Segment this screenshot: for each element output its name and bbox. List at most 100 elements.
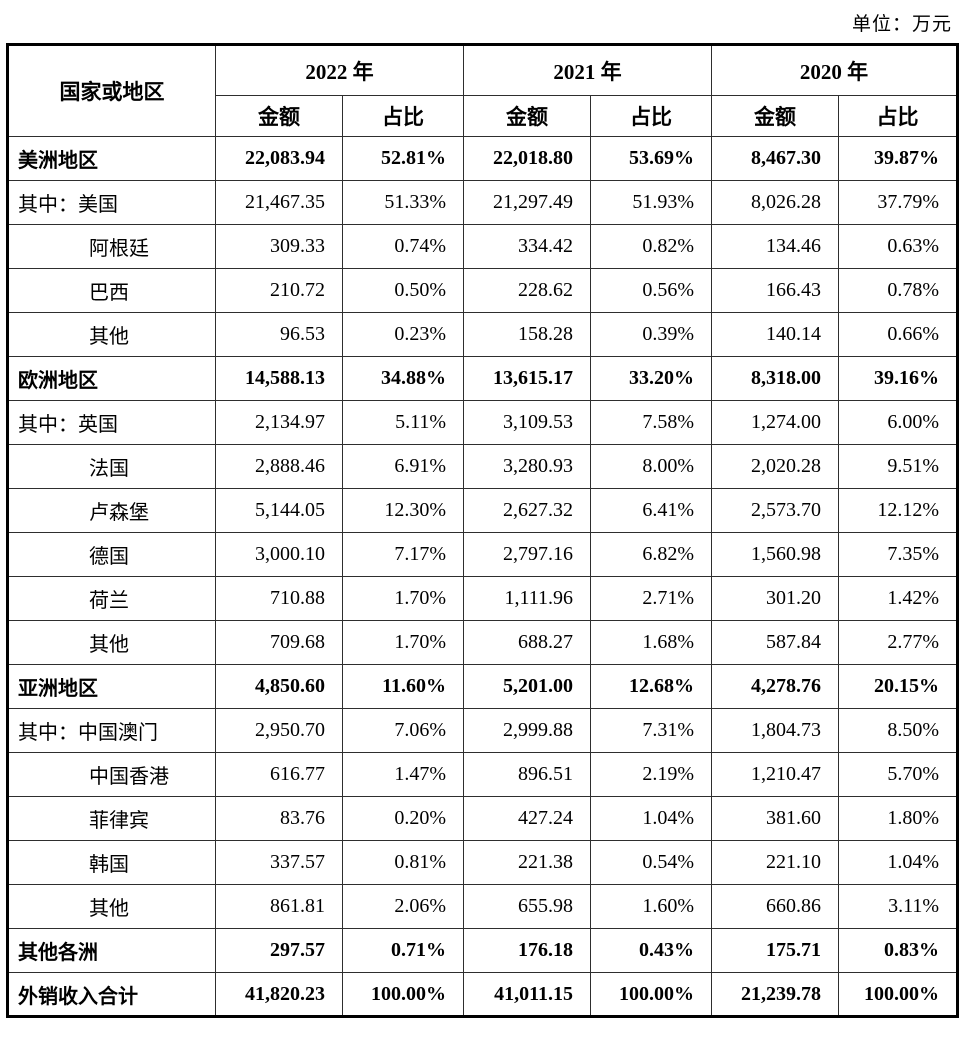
row-label: 美洲地区 (7, 136, 216, 181)
cell-percent: 12.30% (342, 488, 464, 533)
sub-header-amount-2022: 金额 (215, 95, 343, 137)
cell-percent: 1.47% (342, 752, 464, 797)
cell-amount: 221.38 (463, 840, 591, 885)
row-label: 荷兰 (7, 576, 216, 621)
cell-percent: 0.50% (342, 268, 464, 313)
table-row: 其中：中国澳门 2,950.70 7.06% 2,999.88 7.31% 1,804.7… (7, 708, 958, 753)
cell-percent: 51.93% (590, 180, 712, 225)
cell-percent: 6.91% (342, 444, 464, 489)
cell-percent: 8.00% (590, 444, 712, 489)
cell-percent: 12.68% (590, 664, 712, 709)
cell-amount: 4,850.60 (215, 664, 343, 709)
cell-amount: 21,239.78 (711, 972, 839, 1017)
cell-amount: 710.88 (215, 576, 343, 621)
table-row: 美洲地区 22,083.94 52.81% 22,018.80 53.69% 8,467.… (7, 136, 958, 181)
table-header: 国家或地区 2022 年 2021 年 2020 年 金额 占比 金额 占比 金… (7, 44, 958, 137)
cell-percent: 0.81% (342, 840, 464, 885)
cell-amount: 176.18 (463, 928, 591, 973)
year-header-2021: 2021 年 (463, 44, 712, 96)
cell-percent: 8.50% (838, 708, 958, 753)
cell-amount: 2,020.28 (711, 444, 839, 489)
table-row: 其他 861.81 2.06% 655.98 1.60% 660.86 3.11% (7, 884, 958, 929)
cell-percent: 0.54% (590, 840, 712, 885)
cell-amount: 427.24 (463, 796, 591, 841)
cell-percent: 0.82% (590, 224, 712, 269)
cell-amount: 8,026.28 (711, 180, 839, 225)
cell-amount: 175.71 (711, 928, 839, 973)
cell-amount: 3,109.53 (463, 400, 591, 445)
cell-amount: 688.27 (463, 620, 591, 665)
cell-percent: 7.31% (590, 708, 712, 753)
table-row: 卢森堡 5,144.05 12.30% 2,627.32 6.41% 2,573.70 12… (7, 488, 958, 533)
cell-amount: 309.33 (215, 224, 343, 269)
cell-percent: 53.69% (590, 136, 712, 181)
cell-percent: 1.70% (342, 576, 464, 621)
cell-percent: 1.04% (590, 796, 712, 841)
cell-percent: 6.82% (590, 532, 712, 577)
cell-amount: 2,888.46 (215, 444, 343, 489)
cell-percent: 34.88% (342, 356, 464, 401)
cell-amount: 896.51 (463, 752, 591, 797)
cell-amount: 616.77 (215, 752, 343, 797)
cell-amount: 381.60 (711, 796, 839, 841)
cell-percent: 52.81% (342, 136, 464, 181)
cell-percent: 0.78% (838, 268, 958, 313)
table-row: 欧洲地区 14,588.13 34.88% 13,615.17 33.20% 8,318.… (7, 356, 958, 401)
cell-amount: 2,950.70 (215, 708, 343, 753)
cell-amount: 2,797.16 (463, 532, 591, 577)
cell-amount: 1,274.00 (711, 400, 839, 445)
cell-percent: 0.71% (342, 928, 464, 973)
row-label: 其中：英国 (7, 400, 216, 445)
row-label: 卢森堡 (7, 488, 216, 533)
table-body: 美洲地区 22,083.94 52.81% 22,018.80 53.69% 8,467.… (7, 136, 958, 1017)
cell-percent: 9.51% (838, 444, 958, 489)
cell-percent: 37.79% (838, 180, 958, 225)
cell-amount: 13,615.17 (463, 356, 591, 401)
cell-amount: 660.86 (711, 884, 839, 929)
sub-header-row: 金额 占比 金额 占比 金额 占比 (8, 95, 958, 137)
cell-percent: 20.15% (838, 664, 958, 709)
cell-percent: 0.39% (590, 312, 712, 357)
cell-percent: 7.35% (838, 532, 958, 577)
row-label: 韩国 (7, 840, 216, 885)
cell-amount: 861.81 (215, 884, 343, 929)
cell-percent: 2.77% (838, 620, 958, 665)
row-label: 其他 (7, 884, 216, 929)
cell-amount: 334.42 (463, 224, 591, 269)
row-label: 巴西 (7, 268, 216, 313)
table-row: 中国香港 616.77 1.47% 896.51 2.19% 1,210.47 5.70% (7, 752, 958, 797)
unit-label: 单位：万元 (851, 14, 952, 35)
cell-percent: 1.80% (838, 796, 958, 841)
row-label: 欧洲地区 (7, 356, 216, 401)
cell-percent: 1.42% (838, 576, 958, 621)
cell-percent: 100.00% (838, 972, 958, 1017)
cell-percent: 1.60% (590, 884, 712, 929)
cell-percent: 2.19% (590, 752, 712, 797)
cell-percent: 12.12% (838, 488, 958, 533)
cell-amount: 21,297.49 (463, 180, 591, 225)
sub-header-share-2022: 占比 (342, 95, 464, 137)
sub-header-amount-2020: 金额 (711, 95, 839, 137)
cell-amount: 297.57 (215, 928, 343, 973)
cell-amount: 8,318.00 (711, 356, 839, 401)
cell-percent: 6.41% (590, 488, 712, 533)
cell-percent: 33.20% (590, 356, 712, 401)
cell-amount: 2,573.70 (711, 488, 839, 533)
table-row: 韩国 337.57 0.81% 221.38 0.54% 221.10 1.04% (7, 840, 958, 885)
row-label: 菲律宾 (7, 796, 216, 841)
sub-header-amount-2021: 金额 (463, 95, 591, 137)
cell-amount: 228.62 (463, 268, 591, 313)
row-label: 中国香港 (7, 752, 216, 797)
row-label: 法国 (7, 444, 216, 489)
export-revenue-table: 国家或地区 2022 年 2021 年 2020 年 金额 占比 金额 占比 金… (6, 43, 959, 1018)
cell-percent: 7.58% (590, 400, 712, 445)
cell-percent: 3.11% (838, 884, 958, 929)
year-header-2020: 2020 年 (711, 44, 958, 96)
cell-percent: 1.04% (838, 840, 958, 885)
table-row: 其他各洲 297.57 0.71% 176.18 0.43% 175.71 0.83% (7, 928, 958, 973)
cell-amount: 3,280.93 (463, 444, 591, 489)
row-label: 其他各洲 (7, 928, 216, 973)
cell-amount: 1,210.47 (711, 752, 839, 797)
cell-percent: 39.87% (838, 136, 958, 181)
